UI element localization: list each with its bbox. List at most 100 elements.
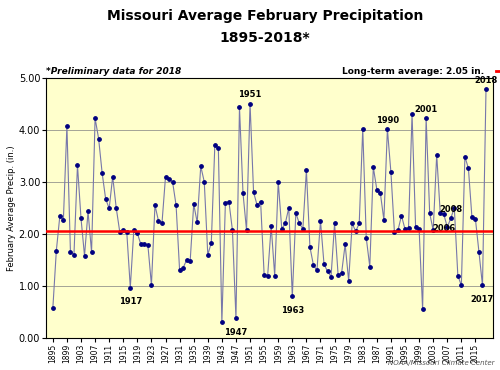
Text: 2008: 2008 — [439, 205, 462, 214]
Point — [478, 283, 486, 289]
Point — [196, 163, 204, 169]
Point — [208, 240, 216, 246]
Point — [341, 241, 349, 247]
Text: 1895-2018*: 1895-2018* — [220, 31, 310, 46]
Point — [190, 201, 198, 207]
Text: 1947: 1947 — [224, 328, 248, 337]
Point — [60, 217, 68, 223]
Point — [108, 174, 116, 179]
Point — [267, 223, 275, 229]
Point — [401, 226, 409, 232]
Point — [168, 179, 176, 185]
Point — [140, 241, 148, 247]
Point — [380, 217, 388, 223]
Point — [84, 209, 92, 215]
Point — [418, 306, 426, 312]
Point — [151, 202, 159, 208]
Point — [292, 210, 300, 216]
Point — [464, 165, 472, 171]
Y-axis label: February Average Precip. (in.): February Average Precip. (in.) — [7, 145, 16, 270]
Point — [310, 262, 318, 268]
Point — [373, 186, 381, 192]
Point — [324, 269, 332, 275]
Point — [338, 270, 345, 276]
Point — [148, 282, 156, 288]
Point — [222, 200, 230, 206]
Point — [154, 218, 162, 224]
Point — [260, 272, 268, 278]
Point — [77, 215, 85, 221]
Point — [468, 214, 476, 220]
Text: 1917: 1917 — [118, 297, 142, 306]
Point — [137, 241, 145, 247]
Point — [412, 223, 420, 229]
Point — [112, 205, 120, 211]
Point — [270, 273, 278, 279]
Point — [313, 268, 321, 273]
Text: Missouri Average February Precipitation: Missouri Average February Precipitation — [107, 9, 423, 23]
Point — [246, 101, 254, 107]
Point — [126, 285, 134, 290]
Point — [158, 220, 166, 226]
Point — [232, 315, 240, 321]
Point — [299, 226, 307, 232]
Point — [66, 249, 74, 255]
Point — [253, 202, 261, 208]
Point — [88, 249, 96, 255]
Point — [358, 126, 366, 132]
Point — [239, 190, 247, 196]
Point — [390, 229, 398, 235]
Point — [172, 202, 180, 208]
Point — [63, 123, 71, 129]
Point — [228, 227, 236, 233]
Point — [394, 227, 402, 233]
Text: 1963: 1963 — [280, 306, 304, 315]
Point — [302, 167, 310, 173]
Point — [214, 145, 222, 151]
Point — [472, 216, 480, 222]
Text: 1990: 1990 — [376, 116, 399, 125]
Point — [193, 219, 201, 225]
Point — [440, 211, 448, 217]
Point — [130, 227, 138, 233]
Point — [444, 224, 452, 230]
Point — [200, 179, 208, 185]
Point — [387, 169, 395, 175]
Text: 2001: 2001 — [414, 105, 438, 114]
Point — [282, 221, 290, 226]
Point — [285, 205, 293, 211]
Point — [236, 104, 244, 110]
Point — [250, 189, 258, 195]
Point — [52, 248, 60, 253]
Point — [80, 253, 88, 259]
Point — [256, 199, 264, 205]
Point — [56, 213, 64, 219]
Point — [482, 86, 490, 92]
Point — [450, 205, 458, 211]
Point — [327, 274, 335, 280]
Point — [422, 115, 430, 121]
Point — [404, 225, 412, 231]
Point — [274, 179, 282, 185]
Point — [447, 215, 455, 221]
Point — [454, 273, 462, 279]
Point — [436, 210, 444, 216]
Point — [415, 226, 423, 232]
Point — [408, 111, 416, 117]
Point — [179, 265, 187, 271]
Point — [49, 306, 57, 312]
Point — [123, 229, 131, 235]
Point — [278, 226, 285, 232]
Point — [362, 235, 370, 241]
Point — [116, 229, 124, 235]
Point — [306, 244, 314, 250]
Point — [288, 293, 296, 299]
Text: 2017: 2017 — [471, 295, 494, 304]
Point — [426, 210, 434, 216]
Point — [94, 135, 102, 141]
Point — [429, 227, 437, 233]
Point — [366, 264, 374, 270]
Point — [211, 142, 219, 148]
Point — [102, 196, 110, 202]
Point — [182, 257, 190, 263]
